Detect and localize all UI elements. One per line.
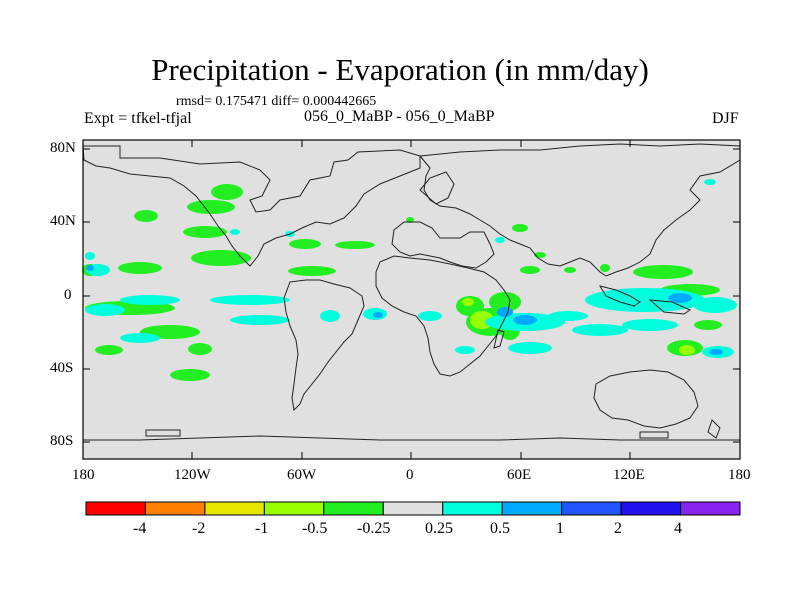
colorbar-box-4 — [263, 501, 325, 516]
lat-label-40s: 40S — [50, 360, 74, 376]
colorbar-label-5: -0.25 — [357, 520, 391, 537]
colorbar-box-9 — [561, 501, 622, 516]
lon-label-120e: 120E — [613, 467, 645, 483]
colorbar-label-9: 2 — [614, 520, 622, 537]
lon-label-180e: 180 — [728, 467, 751, 483]
lat-label-80s: 80S — [50, 433, 74, 449]
colorbar-label-7: 0.5 — [490, 520, 510, 537]
lat-ticks — [83, 148, 740, 443]
colorbar-label-6: 0.25 — [425, 520, 453, 537]
colorbar-label-8: 1 — [556, 520, 564, 537]
colorbar-box-2 — [144, 501, 206, 516]
lon-label-0: 0 — [406, 467, 414, 483]
season-label: DJF — [712, 110, 739, 127]
lat-label-80n: 80N — [50, 140, 76, 156]
colorbar-box-7 — [442, 501, 503, 516]
anomaly-fields — [82, 179, 737, 381]
colorbar-label-3: -1 — [255, 520, 269, 537]
colorbar-label-10: 4 — [674, 520, 682, 537]
colorbar-box-5 — [323, 501, 384, 516]
rmsd-diff-stats: rmsd= 0.175471 diff= 0.000442665 — [176, 94, 377, 109]
experiment-label: Expt = tfkel-tfjal — [84, 110, 192, 127]
colorbar-box-8 — [501, 501, 563, 516]
period-label: 056_0_MaBP - 056_0_MaBP — [304, 108, 495, 125]
colorbar-label-4: -0.5 — [302, 520, 328, 537]
lon-label-120w: 120W — [174, 467, 211, 483]
lon-label-60w: 60W — [287, 467, 317, 483]
colorbar-box-3 — [204, 501, 265, 516]
lon-label-60e: 60E — [507, 467, 532, 483]
lat-label-40n: 40N — [50, 213, 76, 229]
coastlines — [82, 143, 741, 441]
lon-ticks — [191, 140, 631, 459]
colorbar-box-11 — [680, 501, 741, 516]
lon-label-180w: 180 — [72, 467, 95, 483]
lat-label-eq: 0 — [64, 287, 72, 303]
colorbar-box-10 — [620, 501, 682, 516]
colorbar-label-1: -4 — [133, 520, 147, 537]
colorbar-label-2: -2 — [192, 520, 206, 537]
colorbar-box-6 — [382, 501, 444, 516]
colorbar-box-1 — [85, 501, 146, 516]
map-title: Precipitation - Evaporation (in mm/day) — [151, 52, 649, 87]
